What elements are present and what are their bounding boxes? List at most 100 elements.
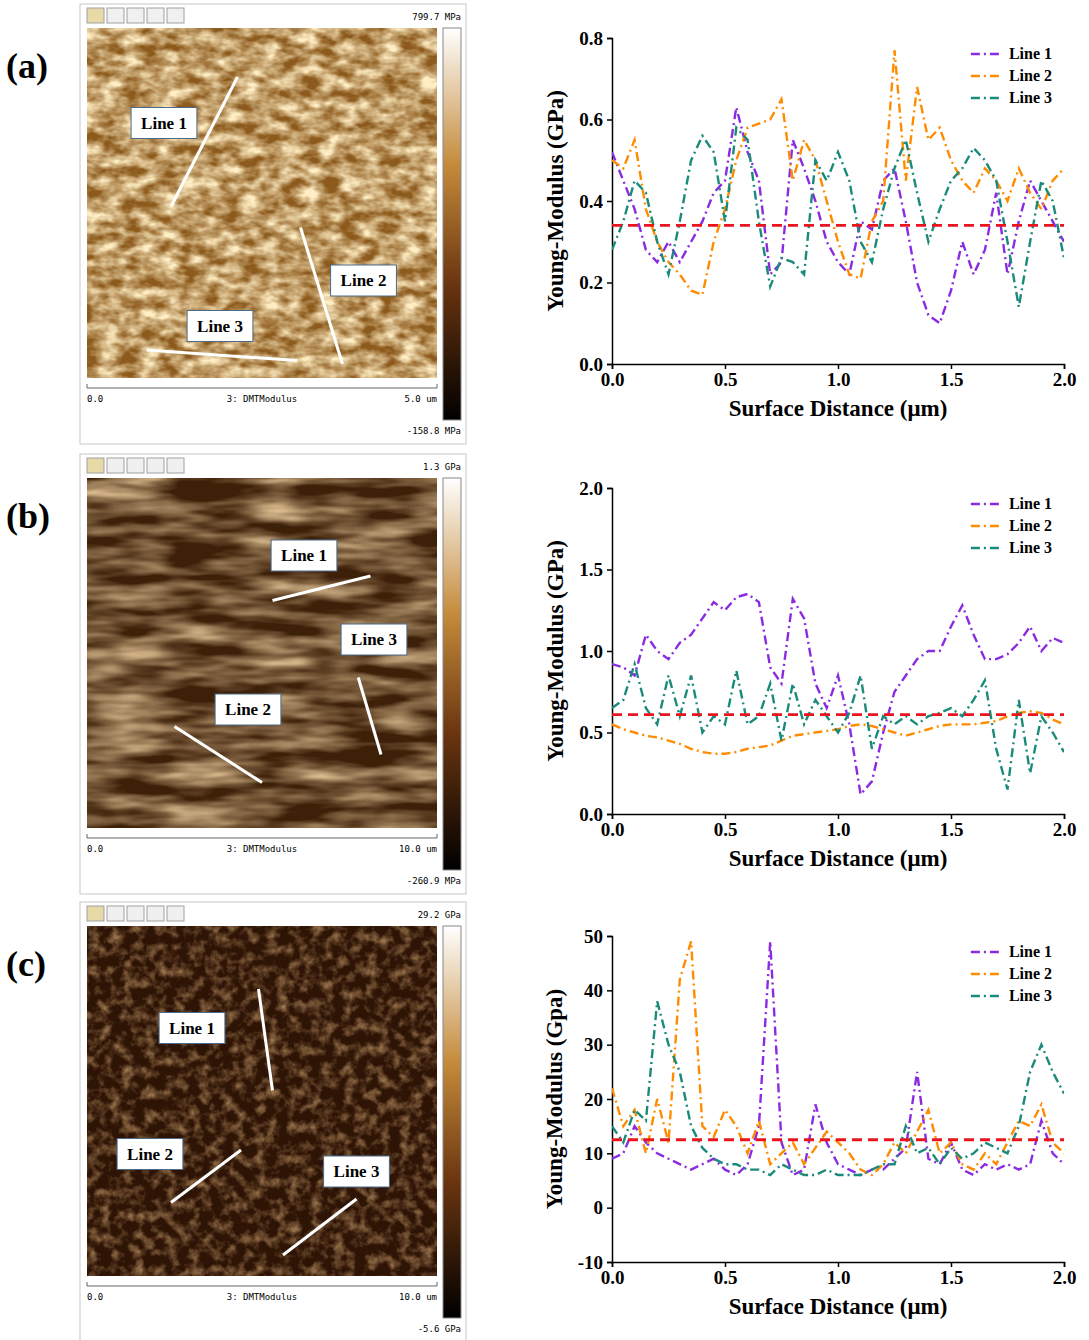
figure: (a)Line 1Line 2Line 3799.7 MPa-158.8 MPa… (0, 0, 1089, 1340)
profile-line (147, 350, 298, 361)
y-tick-mark (607, 1044, 612, 1046)
toolbar-button[interactable] (127, 458, 144, 473)
line-tag-text: Line 3 (351, 630, 397, 649)
series-line (612, 941, 1064, 1175)
x-tick-label: 0.0 (601, 369, 625, 390)
y-tick: 30 (584, 1034, 612, 1055)
legend-item: Line 2 (971, 965, 1052, 982)
y-tick-mark (607, 1262, 612, 1264)
line-tag-box (131, 108, 197, 139)
toolbar-button[interactable] (107, 8, 124, 23)
toolbar-button[interactable] (167, 8, 184, 23)
toolbar-button[interactable] (147, 8, 164, 23)
x-tick-mark (951, 364, 953, 369)
y-axis-line (607, 489, 613, 815)
y-tick: 0.4 (579, 191, 612, 212)
toolbar-button[interactable] (167, 906, 184, 921)
legend-swatch (971, 97, 1001, 99)
y-tick: 40 (584, 980, 612, 1001)
line-tag: Line 3 (341, 624, 407, 655)
color-bar-min: -5.6 GPa (418, 1324, 461, 1334)
afm-image (87, 28, 437, 378)
color-bar-min: -260.9 MPa (407, 876, 461, 886)
y-tick-mark (607, 990, 612, 992)
x-axis-line (613, 365, 1065, 370)
y-axis-title: Young-Modulus (Gpa) (542, 989, 567, 1209)
x-tick-label: 0.0 (601, 819, 625, 840)
line-tag: Line 1 (159, 1013, 225, 1044)
y-tick-mark (607, 1099, 612, 1101)
x-tick-label: 0.5 (714, 819, 738, 840)
color-bar-max: 1.3 GPa (423, 462, 461, 472)
legend-swatch (971, 53, 1001, 55)
panel-label: (c) (6, 944, 46, 984)
y-tick: 50 (584, 926, 612, 947)
image-axis-tick (437, 834, 438, 838)
line-chart: 0.00.51.01.52.00.00.51.01.52.0Surface Di… (543, 478, 1076, 871)
x-tick-label: 0.5 (714, 369, 738, 390)
x-axis-line (613, 1263, 1065, 1268)
toolbar-button[interactable] (167, 458, 184, 473)
toolbar-button[interactable] (147, 906, 164, 921)
x-tick: 1.0 (827, 364, 851, 390)
y-tick-label: 0.5 (579, 722, 603, 743)
toolbar-button[interactable] (87, 458, 104, 473)
toolbar-button[interactable] (127, 8, 144, 23)
x-tick: 0.0 (601, 364, 625, 390)
legend-swatch (971, 503, 1001, 505)
y-tick: 0.2 (579, 272, 612, 293)
line-tag: Line 3 (324, 1156, 390, 1187)
line-tag-box (215, 694, 281, 725)
legend-item: Line 1 (971, 495, 1052, 512)
y-tick: 2.0 (579, 478, 612, 499)
y-tick-label: 2.0 (579, 478, 603, 499)
profile-line (171, 77, 238, 207)
y-tick-label: 10 (584, 1143, 603, 1164)
series-line (612, 107, 1064, 323)
image-axis-end: 10.0 um (399, 844, 437, 854)
line-tag-box (159, 1013, 225, 1044)
image-axis-end: 10.0 um (399, 1292, 437, 1302)
line-tag-text: Line 3 (197, 317, 243, 336)
legend-item: Line 2 (971, 67, 1052, 84)
x-tick-label: 1.0 (827, 819, 851, 840)
line-tag-text: Line 1 (169, 1019, 215, 1038)
x-tick: 1.5 (940, 364, 964, 390)
afm-texture (87, 478, 437, 828)
x-tick: 2.0 (1053, 364, 1077, 390)
y-axis-line (607, 39, 613, 365)
x-tick-label: 2.0 (1053, 1267, 1077, 1288)
toolbar-button[interactable] (107, 458, 124, 473)
plot-area (612, 50, 1064, 323)
legend-label: Line 3 (1009, 987, 1052, 1004)
legend-item: Line 3 (971, 987, 1052, 1004)
color-bar-max: 29.2 GPa (418, 910, 461, 920)
toolbar-button[interactable] (127, 906, 144, 921)
series-line (612, 594, 1064, 794)
x-tick-label: 1.5 (940, 1267, 964, 1288)
y-tick-label: 0.2 (579, 272, 603, 293)
line-tag-text: Line 2 (341, 271, 387, 290)
series-line (612, 664, 1064, 790)
legend-swatch (971, 75, 1001, 77)
toolbar-button[interactable] (87, 906, 104, 921)
mean-line (612, 224, 1064, 227)
color-bar-max: 799.7 MPa (412, 12, 461, 22)
image-axis-tick (87, 834, 88, 838)
series-line (612, 50, 1064, 295)
toolbar-button[interactable] (87, 8, 104, 23)
legend-item: Line 3 (971, 89, 1052, 106)
y-tick-label: -10 (578, 1252, 603, 1273)
x-tick: 0.5 (714, 1262, 738, 1288)
line-tag-text: Line 2 (225, 700, 271, 719)
x-tick-mark (951, 1262, 953, 1267)
y-tick-mark (607, 119, 612, 121)
afm-texture (87, 926, 437, 1276)
toolbar-button[interactable] (107, 906, 124, 921)
line-tag: Line 3 (187, 311, 253, 342)
x-axis: 0.00.51.01.52.0 (601, 814, 1077, 840)
y-axis-title: Young-Modulus (GPa) (543, 90, 568, 312)
y-tick: 0.8 (579, 28, 612, 49)
toolbar-button[interactable] (147, 458, 164, 473)
mean-line (612, 713, 1064, 716)
